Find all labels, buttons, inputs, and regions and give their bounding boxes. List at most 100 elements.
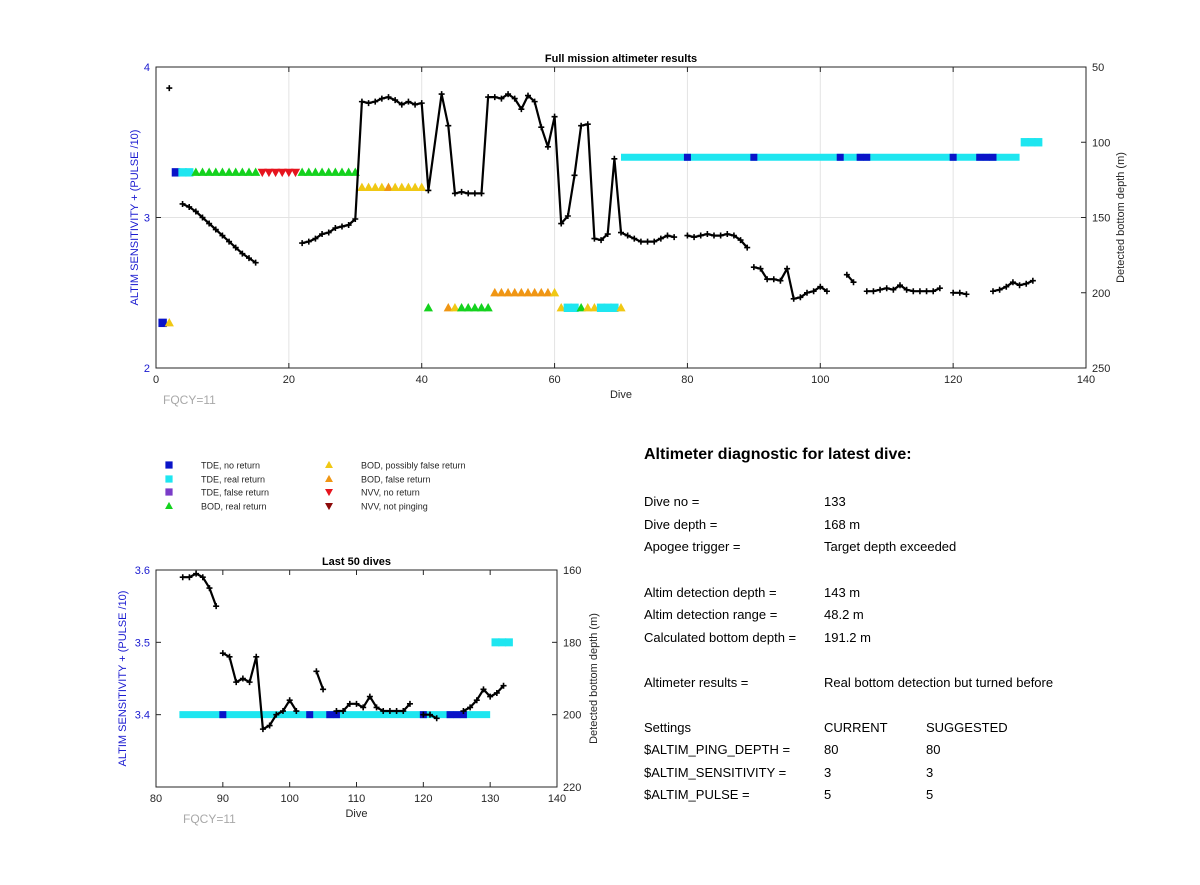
- depth-point: [531, 98, 538, 105]
- depth-point: [611, 155, 618, 162]
- x-tick-label: 120: [414, 793, 432, 805]
- depth-point: [637, 238, 644, 245]
- setting-current: 3: [824, 765, 832, 780]
- depth-point: [764, 276, 771, 283]
- depth-point: [458, 188, 465, 195]
- depth-point: [345, 222, 352, 229]
- y-right-axis-label: Detected bottom depth (m): [1115, 152, 1127, 283]
- legend: TDE, no return TDE, real return TDE, false…: [165, 461, 466, 512]
- depth-point: [664, 232, 671, 239]
- x-tick-label: 130: [481, 793, 499, 805]
- depth-point: [438, 91, 445, 98]
- depth-point: [990, 288, 996, 295]
- axes-box: [155, 569, 558, 788]
- marker-triangle-up: [324, 167, 334, 176]
- tde-no-return-marker: [683, 153, 691, 161]
- marker-triangle-up: [490, 287, 500, 297]
- depth-line: [315, 670, 325, 690]
- depth-line: [301, 92, 675, 245]
- depth-point: [843, 271, 850, 278]
- main-chart: 0 20 40 60 80 100 120 140 2 3 4 50 100 150 200 250 Full …: [129, 53, 1127, 407]
- depth-point: [578, 122, 585, 129]
- diagnostic-value: 143 m: [824, 585, 861, 600]
- marker-triangle-up: [496, 287, 507, 297]
- depth-point: [671, 234, 678, 241]
- y-right-tick-label: 180: [563, 637, 581, 649]
- depth-line: [687, 233, 749, 249]
- x-tick-label: 80: [150, 793, 162, 805]
- depth-point: [393, 708, 400, 715]
- setting-suggested: 3: [926, 765, 934, 780]
- tde-no-return-marker: [982, 153, 990, 161]
- depth-point: [1003, 283, 1010, 290]
- depth-point: [558, 220, 565, 227]
- depth-point: [591, 235, 598, 242]
- marker-square: [498, 638, 507, 647]
- marker-square: [491, 638, 500, 647]
- depth-point: [420, 711, 427, 718]
- depth-point: [485, 94, 492, 101]
- depth-point: [385, 94, 392, 101]
- depth-point: [451, 190, 458, 197]
- depth-point: [823, 288, 830, 295]
- legend-item: NVV, not pinging: [325, 502, 428, 512]
- diagnostic-value: 191.2 m: [824, 630, 871, 645]
- depth-point: [544, 143, 551, 150]
- depth-point: [252, 259, 259, 266]
- marker-triangle-up: [330, 167, 340, 176]
- y-right-tick-label: 50: [1092, 62, 1104, 74]
- depth-point: [757, 265, 764, 272]
- depth-point: [226, 238, 233, 245]
- depth-point: [644, 238, 651, 245]
- depth-point: [598, 237, 605, 244]
- depth-point: [730, 232, 737, 239]
- depth-point: [299, 240, 306, 247]
- tde-no-return-marker: [750, 153, 758, 161]
- setting-label: $ALTIM_SENSITIVITY =: [644, 765, 787, 780]
- depth-point: [412, 101, 419, 108]
- depth-point: [179, 574, 186, 581]
- marker-triangle-up: [403, 182, 414, 191]
- depth-point: [737, 237, 744, 244]
- y-tick-label: 2: [144, 363, 150, 375]
- depth-point: [604, 231, 611, 238]
- depth-point: [166, 85, 173, 92]
- marker-triangle-up: [317, 167, 327, 176]
- marker-square: [158, 318, 167, 328]
- y-right-tick-label: 250: [1092, 363, 1110, 375]
- tde-no-return-marker: [332, 711, 340, 719]
- depth-point: [392, 97, 399, 104]
- diagnostic-value: Target depth exceeded: [824, 539, 957, 554]
- depth-point: [253, 653, 260, 660]
- x-tick-label: 40: [416, 374, 428, 386]
- depth-point: [365, 100, 372, 107]
- depth-point: [724, 231, 731, 238]
- depth-point: [352, 216, 359, 223]
- y-tick-label: 4: [144, 62, 150, 74]
- legend-item: BOD, real return: [165, 502, 267, 512]
- depth-point: [691, 234, 698, 241]
- depth-point: [956, 289, 963, 296]
- depth-point: [360, 704, 367, 711]
- depth-point: [923, 288, 930, 295]
- setting-label: $ALTIM_PING_DEPTH =: [644, 742, 791, 757]
- legend-label: BOD, possibly false return: [361, 461, 466, 471]
- depth-point: [239, 250, 246, 257]
- depth-point: [618, 229, 624, 236]
- marker-square: [1020, 138, 1030, 147]
- marker-triangle-up: [616, 302, 626, 312]
- depth-point: [850, 279, 857, 286]
- depth-point: [744, 244, 751, 251]
- marker-triangle-down: [325, 488, 333, 497]
- marker-triangle-up: [543, 287, 553, 297]
- depth-point: [804, 289, 810, 296]
- depth-point: [199, 214, 206, 221]
- y-axis-label: ALTIM SENSITIVITY + (PULSE /10): [117, 591, 129, 767]
- depth-point: [1009, 279, 1016, 286]
- depth-point: [279, 708, 286, 715]
- marker-triangle-up: [251, 167, 261, 176]
- marker-square: [165, 475, 173, 483]
- depth-point: [493, 689, 500, 696]
- legend-label: NVV, not pinging: [361, 502, 428, 512]
- x-tick-label: 0: [153, 374, 159, 386]
